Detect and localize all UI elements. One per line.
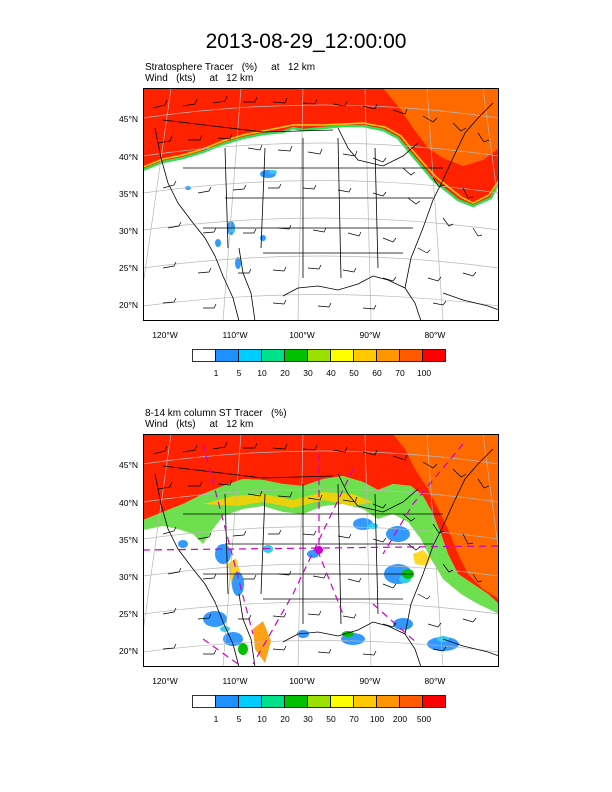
legend-swatch	[261, 349, 285, 362]
legend-swatch	[399, 695, 423, 708]
panel-2-coastlines	[154, 448, 499, 667]
panel-1-legend-label: 30	[303, 368, 313, 378]
panel-2-lon-90: 90°W	[359, 676, 381, 686]
legend-swatch	[215, 695, 239, 708]
panel-1-map	[143, 88, 499, 321]
panel-1-lon-110: 110°W	[222, 330, 248, 340]
panel-2-legend-label: 10	[257, 714, 267, 724]
panel-2-tracer-high	[143, 434, 499, 604]
panel-1-lat-45: 45°N	[119, 114, 138, 124]
panel-1-lat-25: 25°N	[119, 263, 138, 273]
panel-1-legend-label: 70	[395, 368, 405, 378]
panel-2-legend-label: 20	[280, 714, 290, 724]
panel-1-wind-barbs	[152, 95, 490, 310]
panel-2-legend-bar	[192, 695, 446, 708]
legend-swatch	[422, 349, 446, 362]
panel-1-legend-label: 60	[372, 368, 382, 378]
panel-2-legend-label: 200	[392, 714, 408, 724]
legend-swatch	[192, 349, 216, 362]
legend-swatch	[330, 349, 354, 362]
panel-2-legend-label: 1	[213, 714, 219, 724]
panel-2-trajectory-origin	[315, 546, 323, 554]
legend-swatch	[330, 695, 354, 708]
panel-2-lat-40: 40°N	[119, 498, 138, 508]
legend-swatch	[307, 349, 331, 362]
panel-2-subtitle-line1: 8-14 km column ST Tracer (%)	[145, 408, 287, 419]
panel-1-subtitle-line1: Stratosphere Tracer (%) at 12 km	[145, 62, 316, 73]
panel-2-legend-label: 50	[326, 714, 336, 724]
panel-2-lat-25: 25°N	[119, 609, 138, 619]
panel-2-tracer-mid	[393, 434, 499, 599]
panel-2-legend-label: 5	[236, 714, 242, 724]
legend-swatch	[376, 349, 400, 362]
panel-1-subtitle-line2: Wind (kts) at 12 km	[145, 73, 254, 84]
panel-1-legend-bar	[192, 349, 446, 362]
legend-swatch	[376, 695, 400, 708]
panel-2-lon-120: 120°W	[152, 676, 178, 686]
panel-1-legend-label: 50	[349, 368, 359, 378]
legend-swatch	[284, 349, 308, 362]
panel-1-lon-90: 90°W	[359, 330, 381, 340]
panel-1-subtitle: Stratosphere Tracer (%) at 12 km Wind (k…	[145, 62, 315, 84]
legend-swatch	[307, 695, 331, 708]
panel-2-lat-35: 35°N	[119, 535, 138, 545]
panel-2-legend-label: 30	[303, 714, 313, 724]
panel-2-lon-110: 110°W	[222, 676, 248, 686]
panel-1-lon-120: 120°W	[152, 330, 178, 340]
legend-swatch	[215, 349, 239, 362]
panel-1-lat-35: 35°N	[119, 189, 138, 199]
legend-swatch	[353, 695, 377, 708]
panel-2-lon-100: 100°W	[289, 676, 315, 686]
page-title: 2013-08-29_12:00:00	[205, 30, 407, 53]
panel-2-subtitle-line2: Wind (kts) at 12 km	[145, 419, 254, 430]
panel-1-legend-label: 40	[326, 368, 336, 378]
panel-2-map	[143, 434, 499, 667]
panel-1-tracer-mid	[383, 88, 499, 166]
panel-2-lat-30: 30°N	[119, 572, 138, 582]
panel-1-lon-100: 100°W	[289, 330, 315, 340]
panel-1-lat-40: 40°N	[119, 152, 138, 162]
panel-2-lat-45: 45°N	[119, 460, 138, 470]
legend-swatch	[284, 695, 308, 708]
panel-1-legend-label: 1	[213, 368, 219, 378]
panel-1-legend-label: 5	[236, 368, 242, 378]
legend-swatch	[422, 695, 446, 708]
panel-2-tracer-band	[143, 476, 499, 614]
panel-2-legend-label: 70	[349, 714, 359, 724]
panel-2-legend-label: 100	[369, 714, 385, 724]
panel-2-legend-label: 500	[416, 714, 432, 724]
panel-1-tracer-edge	[143, 124, 499, 208]
panel-2-lon-80: 80°W	[424, 676, 446, 686]
panel-2-wind-barbs	[152, 441, 490, 656]
panel-1-lat-30: 30°N	[119, 226, 138, 236]
panel-1-lon-80: 80°W	[424, 330, 446, 340]
panel-1-legend-label: 10	[257, 368, 267, 378]
panel-2-lat-20: 20°N	[119, 646, 138, 656]
legend-swatch	[238, 695, 262, 708]
panel-1-legend-label: 100	[416, 368, 432, 378]
legend-swatch	[238, 349, 262, 362]
panel-1-lat-20: 20°N	[119, 300, 138, 310]
legend-swatch	[192, 695, 216, 708]
panel-2-subtitle: 8-14 km column ST Tracer (%) Wind (kts) …	[145, 408, 287, 430]
legend-swatch	[399, 349, 423, 362]
legend-swatch	[261, 695, 285, 708]
legend-swatch	[353, 349, 377, 362]
panel-1-legend-label: 20	[280, 368, 290, 378]
panel-1-coastlines	[154, 102, 499, 321]
